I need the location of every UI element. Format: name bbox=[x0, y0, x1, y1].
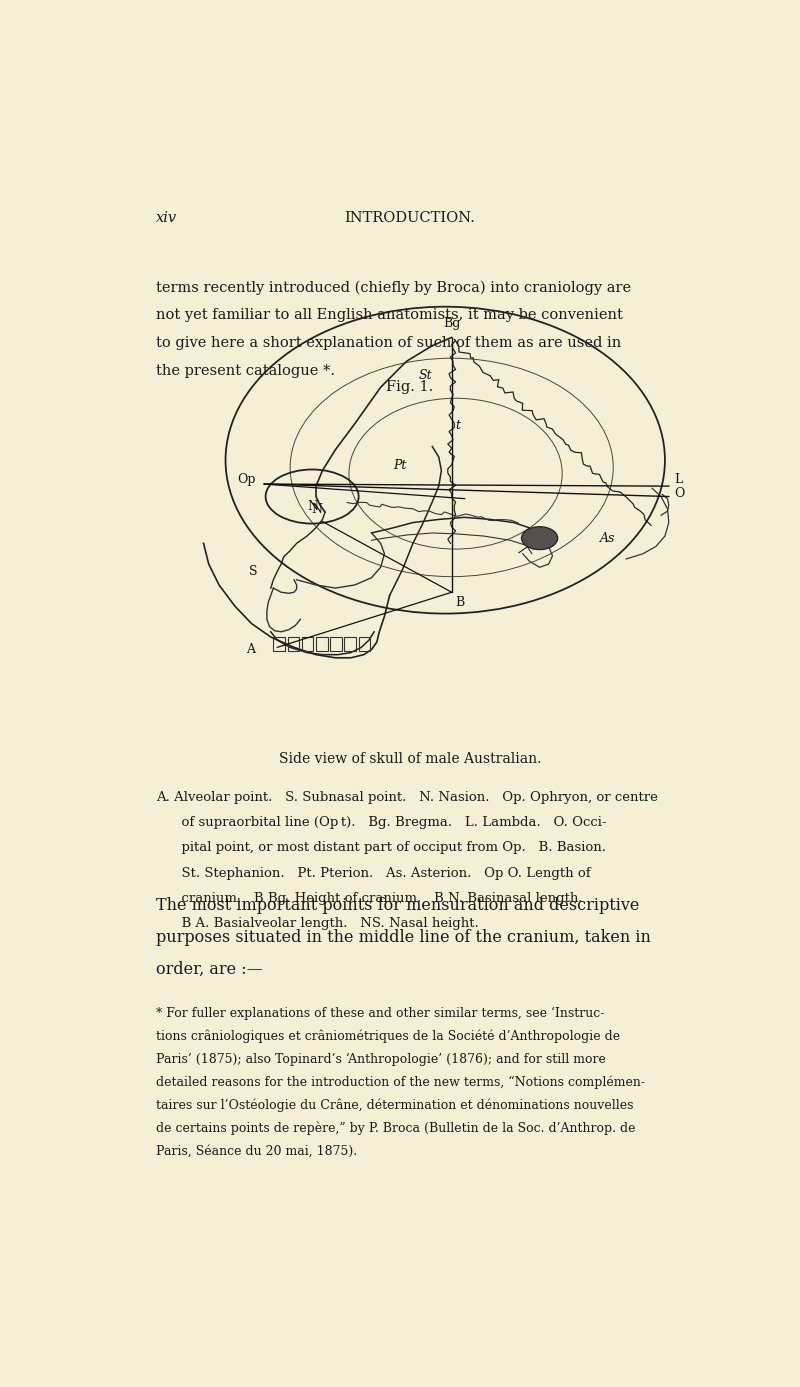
Text: N: N bbox=[307, 501, 318, 513]
Text: pital point, or most distant part of occiput from Op.   B. Basion.: pital point, or most distant part of occ… bbox=[156, 842, 606, 854]
Bar bbox=[287, 637, 299, 651]
Text: N: N bbox=[311, 502, 322, 516]
Bar bbox=[330, 637, 342, 651]
Text: taires sur l’Ostéologie du Crâne, détermination et dénominations nouvelles: taires sur l’Ostéologie du Crâne, déterm… bbox=[156, 1099, 634, 1112]
Text: Paris’ (1875); also Topinard’s ‘Anthropologie’ (1876); and for still more: Paris’ (1875); also Topinard’s ‘Anthropo… bbox=[156, 1053, 606, 1067]
Bar bbox=[316, 637, 328, 651]
Text: S: S bbox=[250, 565, 258, 578]
Text: A. Alveolar point.   S. Subnasal point.   N. Nasion.   Op. Ophryon, or centre: A. Alveolar point. S. Subnasal point. N.… bbox=[156, 791, 658, 804]
Bar bbox=[358, 637, 370, 651]
Text: Bg: Bg bbox=[443, 318, 460, 330]
Text: O: O bbox=[674, 487, 684, 499]
Text: tions crâniologiques et crâniométriques de la Société d’Anthropologie de: tions crâniologiques et crâniométriques … bbox=[156, 1031, 620, 1043]
Text: B A. Basialveolar length.   NS. Nasal height.: B A. Basialveolar length. NS. Nasal heig… bbox=[156, 917, 478, 929]
Text: The most important points for mensuration and descriptive: The most important points for mensuratio… bbox=[156, 897, 639, 914]
Text: detailed reasons for the introduction of the new terms, “Notions complémen-: detailed reasons for the introduction of… bbox=[156, 1076, 645, 1089]
Text: * For fuller explanations of these and other similar terms, see ‘Instruc-: * For fuller explanations of these and o… bbox=[156, 1007, 604, 1021]
Text: Fig. 1.: Fig. 1. bbox=[386, 380, 434, 394]
Text: terms recently introduced (chiefly by Broca) into craniology are: terms recently introduced (chiefly by Br… bbox=[156, 280, 631, 295]
Text: Pt: Pt bbox=[393, 459, 406, 472]
Text: L: L bbox=[674, 473, 682, 487]
Text: St: St bbox=[418, 369, 432, 383]
Text: de certains points de repère,” by P. Broca (Bulletin de la Soc. d’Anthrop. de: de certains points de repère,” by P. Bro… bbox=[156, 1122, 635, 1135]
Bar bbox=[274, 637, 285, 651]
Text: St. Stephanion.   Pt. Pterion.   As. Asterion.   Op O. Length of: St. Stephanion. Pt. Pterion. As. Asterio… bbox=[156, 867, 590, 879]
Text: not yet familiar to all English anatomists, it may be convenient: not yet familiar to all English anatomis… bbox=[156, 308, 622, 323]
Text: to give here a short explanation of such of them as are used in: to give here a short explanation of such… bbox=[156, 336, 621, 351]
Bar bbox=[302, 637, 314, 651]
Text: t: t bbox=[455, 419, 461, 433]
Text: order, are :—: order, are :— bbox=[156, 961, 262, 978]
Text: the present catalogue *.: the present catalogue *. bbox=[156, 363, 335, 379]
Ellipse shape bbox=[522, 527, 558, 549]
Bar bbox=[345, 637, 356, 651]
Text: of supraorbital line (Op t).   Bg. Bregma.   L. Lambda.   O. Occi-: of supraorbital line (Op t). Bg. Bregma.… bbox=[156, 817, 606, 829]
Text: A: A bbox=[246, 644, 255, 656]
Text: INTRODUCTION.: INTRODUCTION. bbox=[345, 211, 475, 225]
Text: As: As bbox=[600, 531, 616, 545]
Text: xiv: xiv bbox=[156, 211, 177, 225]
Text: Paris, Séance du 20 mai, 1875).: Paris, Séance du 20 mai, 1875). bbox=[156, 1144, 357, 1158]
Text: Side view of skull of male Australian.: Side view of skull of male Australian. bbox=[279, 752, 541, 766]
Text: cranium.   B Bg. Height of cranium.   B N. Basinasal length.: cranium. B Bg. Height of cranium. B N. B… bbox=[156, 892, 582, 904]
Text: Op: Op bbox=[237, 473, 255, 487]
Text: purposes situated in the middle line of the cranium, taken in: purposes situated in the middle line of … bbox=[156, 929, 650, 946]
Text: B: B bbox=[455, 596, 465, 609]
